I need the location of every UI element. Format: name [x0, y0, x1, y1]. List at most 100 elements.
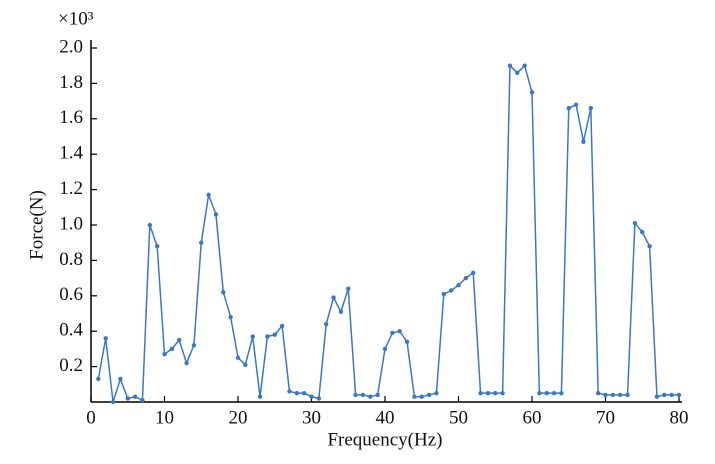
data-point	[154, 244, 160, 249]
data-point	[522, 63, 527, 68]
axis-multiplier: ×10³	[58, 8, 94, 29]
data-point	[250, 334, 255, 339]
data-point	[301, 390, 307, 396]
x-tick-label: 50	[449, 407, 468, 428]
x-tick-label: 80	[670, 407, 689, 428]
data-point	[346, 286, 351, 291]
data-point	[125, 396, 130, 401]
data-point	[287, 389, 292, 394]
data-point	[588, 105, 593, 111]
data-point	[338, 309, 344, 314]
data-point	[662, 392, 667, 398]
data-point	[265, 334, 270, 339]
data-point	[640, 229, 645, 235]
data-point	[537, 390, 542, 396]
data-point	[551, 390, 557, 396]
data-point	[434, 390, 439, 396]
data-point	[500, 390, 505, 396]
data-point	[206, 192, 211, 198]
x-tick-label: 30	[302, 407, 321, 428]
data-point	[221, 290, 226, 295]
data-point	[162, 352, 167, 357]
data-point	[228, 314, 233, 320]
y-axis-label: Force(N)	[26, 190, 47, 260]
data-point	[618, 392, 623, 398]
data-point	[118, 376, 123, 382]
data-point	[669, 392, 674, 398]
data-point	[177, 337, 182, 343]
data-point	[581, 139, 586, 145]
data-point	[441, 291, 446, 297]
data-point	[353, 392, 358, 398]
data-point	[529, 90, 535, 95]
y-tick-label: 0.4	[59, 320, 83, 341]
y-tick-label: 1.4	[59, 143, 83, 164]
y-tick-label: 0.2	[59, 355, 83, 376]
data-point	[456, 282, 461, 288]
data-point	[191, 343, 197, 348]
data-point	[507, 63, 513, 68]
data-point	[647, 244, 652, 249]
data-point	[169, 346, 175, 352]
data-point	[368, 394, 373, 399]
data-point	[471, 270, 476, 275]
data-line	[97, 63, 679, 403]
data-point	[331, 295, 336, 300]
data-point	[493, 390, 498, 396]
data-point	[184, 360, 189, 366]
data-point	[132, 394, 138, 399]
data-point	[559, 390, 564, 396]
x-tick-label: 70	[596, 407, 615, 428]
y-tick-label: 0.6	[59, 284, 83, 305]
data-point	[316, 396, 322, 401]
data-point	[654, 394, 660, 399]
data-point	[140, 398, 145, 403]
data-point	[213, 212, 219, 217]
data-point	[382, 346, 388, 352]
x-tick-label: 20	[229, 407, 248, 428]
data-point	[243, 362, 248, 368]
data-point	[375, 392, 380, 398]
data-point	[294, 390, 299, 396]
data-point	[103, 336, 108, 341]
data-point	[404, 339, 410, 345]
data-point	[544, 390, 549, 396]
x-tick-label: 0	[86, 407, 96, 428]
y-tick-label: 0.8	[59, 249, 83, 270]
data-point	[360, 392, 366, 398]
x-tick-label: 10	[155, 407, 174, 428]
data-point	[448, 288, 454, 293]
data-point	[426, 392, 432, 398]
data-point	[625, 392, 630, 398]
data-point	[595, 390, 601, 396]
data-point	[272, 332, 277, 337]
y-tick-label: 1.0	[59, 213, 83, 234]
data-point	[419, 394, 424, 399]
data-point	[632, 221, 638, 226]
data-point	[279, 323, 285, 329]
data-point	[110, 399, 116, 405]
data-point	[390, 330, 395, 336]
data-point	[515, 70, 520, 75]
data-point	[463, 275, 469, 281]
data-point	[603, 392, 608, 398]
y-tick-label: 1.6	[59, 107, 83, 128]
data-point	[257, 394, 263, 399]
y-tick-label: 1.2	[59, 178, 83, 199]
x-axis-label: Frequency(Hz)	[327, 429, 442, 450]
data-point	[610, 392, 616, 398]
y-tick-label: 2.0	[59, 36, 83, 57]
data-point	[147, 222, 152, 228]
data-point	[485, 390, 491, 396]
y-tick-label: 1.8	[59, 72, 83, 93]
data-point	[573, 102, 579, 107]
data-point	[96, 376, 101, 382]
data-point	[199, 240, 204, 245]
x-tick-label: 40	[376, 407, 395, 428]
data-point	[412, 394, 417, 399]
data-point	[309, 394, 314, 399]
data-point	[566, 105, 571, 111]
data-point	[235, 355, 241, 360]
data-point	[324, 321, 329, 327]
